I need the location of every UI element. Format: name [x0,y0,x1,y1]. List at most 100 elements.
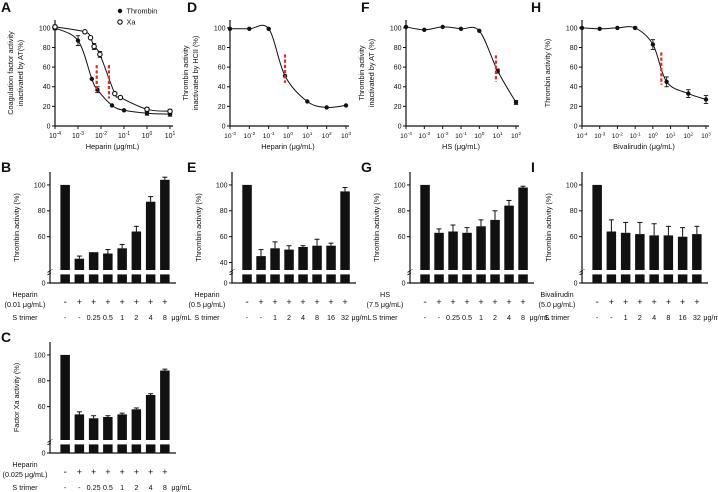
x-tick-label: 10-3 [224,131,236,140]
axes [229,20,349,127]
data-point-thrombin [75,38,81,43]
y-tick-label: 40 [220,260,228,267]
s-trimer-dose: 32 [693,313,701,322]
bar [420,184,430,283]
y-tick-label: 80 [398,208,406,215]
y-tick-label: 0 [574,123,578,130]
treatment-plus-minus: + [300,297,305,307]
treatment-plus-minus: + [651,297,656,307]
treatment-plus-minus: + [148,467,153,477]
bar [592,184,602,283]
y-tick-label: 100 [566,182,578,189]
x-tick-label: 10-1 [263,131,275,140]
y-axis-title: Thrombin activity [357,45,366,100]
x-axis-title: Heparin (μg/mL) [86,142,140,151]
x-tick-label: 10-2 [612,131,624,140]
treatment-plus-minus: - [595,297,598,308]
x-tick-label: 10-1 [455,131,467,140]
treatment-plus-minus: + [286,297,291,307]
bar [131,409,142,453]
panel-A-dose-response-heparin-at: A 0 20 40 60 80 100 10-4 10-3 10-2 10-1 100 101 Hepar… [0,0,186,160]
treatment-plus-minus: + [328,297,333,307]
y-tick-label: 80 [218,45,226,52]
s-trimer-dose: 2 [287,313,291,322]
legend-label: Thrombin [127,7,158,16]
s-trimer-dose: 0.5 [103,483,113,492]
fit-curve [230,24,347,109]
panel-F-chart: 0 20 40 60 80 100 10-4 10-3 10-2 10-1 100 101 102 HS … [357,20,521,151]
panel-G-chart: 0 60 80 100 Thrombin activity (%) HS(7.5 μg/m… [367,172,550,322]
treatment-plus-minus: + [637,297,642,307]
s-trimer-dose: 4 [149,483,153,492]
y-tick-label: 80 [394,45,402,52]
bar [117,414,127,453]
y-tick-label: 0 [222,123,226,130]
bar [518,187,528,283]
treatment-plus-minus: + [506,297,511,307]
s-trimer-dose: - [246,313,249,322]
treatment-plus-minus: - [245,297,248,308]
panel-G-bars-thrombin-hs: G 0 60 80 100 Thrombin activity (%) HS (7.5 μg/… [360,159,550,338]
y-tick-label: 60 [43,65,51,72]
x-tick-label: 10-1 [118,131,130,140]
s-trimer-dose: 8 [163,483,167,492]
s-trimer-dose: - [64,483,67,492]
s-trimer-dose: 16 [327,313,335,322]
data-point-thrombin [579,25,585,31]
y-tick-label: 0 [402,280,406,287]
s-trimer-dose: 2 [493,313,497,322]
s-trimer-unit: μg/mL [530,313,550,322]
data-point-xa [91,43,97,50]
axes [581,20,709,127]
treatment-plus-minus: + [492,297,497,307]
x-tick-label: 100 [142,131,153,140]
treatment-plus-minus: + [119,467,124,477]
axes [405,20,519,127]
data-point-xa [82,29,88,35]
s-trimer-dose: 16 [679,313,687,322]
s-trimer-dose: 4 [301,313,305,322]
y-tick-label: 0 [42,280,46,287]
x-tick-label: 102 [684,131,694,140]
treatment-plus-minus: + [162,467,167,477]
x-tick-label: 10-4 [49,131,61,140]
s-trimer-label: S trimer [12,313,38,322]
s-trimer-label: S trimer [372,313,398,322]
s-trimer-dose: 1 [624,313,628,322]
x-tick-label: 101 [493,131,503,140]
treatment-label: HS [380,290,390,299]
s-trimer-dose: 8 [666,313,670,322]
data-point-thrombin [266,26,271,31]
bar [620,232,631,283]
s-trimer-dose: 2 [638,313,642,322]
y-axis-title: Factor Xa activity (%) [12,363,21,432]
x-axis-title: Bivalirudin (μg/mL) [613,142,675,151]
fit-curve [54,26,171,112]
treatment-plus-minus: + [520,297,525,307]
treatment-label: Heparin [194,290,219,299]
treatment-plus-minus: + [342,297,347,307]
x-tick-label: 100 [474,131,484,140]
x-tick-label: 10-3 [594,131,606,140]
s-trimer-dose: 1 [120,483,124,492]
data-point-xa [112,90,118,97]
y-tick-label: 40 [218,84,226,91]
bar [692,234,702,283]
data-point-thrombin [597,26,602,31]
bar [476,226,486,283]
x-tick-label: 10-4 [576,131,588,140]
data-point-thrombin [227,26,233,31]
legend-marker-open-icon [117,19,123,25]
treatment-plus-minus: + [258,297,263,307]
x-axis-title: Heparin (μg/mL) [261,142,315,151]
panel-letter: A [1,0,12,15]
panel-E-chart: 0 40 60 80 100 Thrombin activity (%) Heparin(0… [189,172,372,322]
x-tick-label: 101 [666,131,676,140]
panel-letter: G [361,159,372,175]
data-point-thrombin [664,79,669,85]
data-point-xa [167,108,173,115]
s-trimer-unit: μg/mL [352,313,372,322]
fit-curve [405,26,517,103]
s-trimer-label: S trimer [544,313,570,322]
treatment-dose-label: (0.01 μg/mL) [5,300,46,309]
